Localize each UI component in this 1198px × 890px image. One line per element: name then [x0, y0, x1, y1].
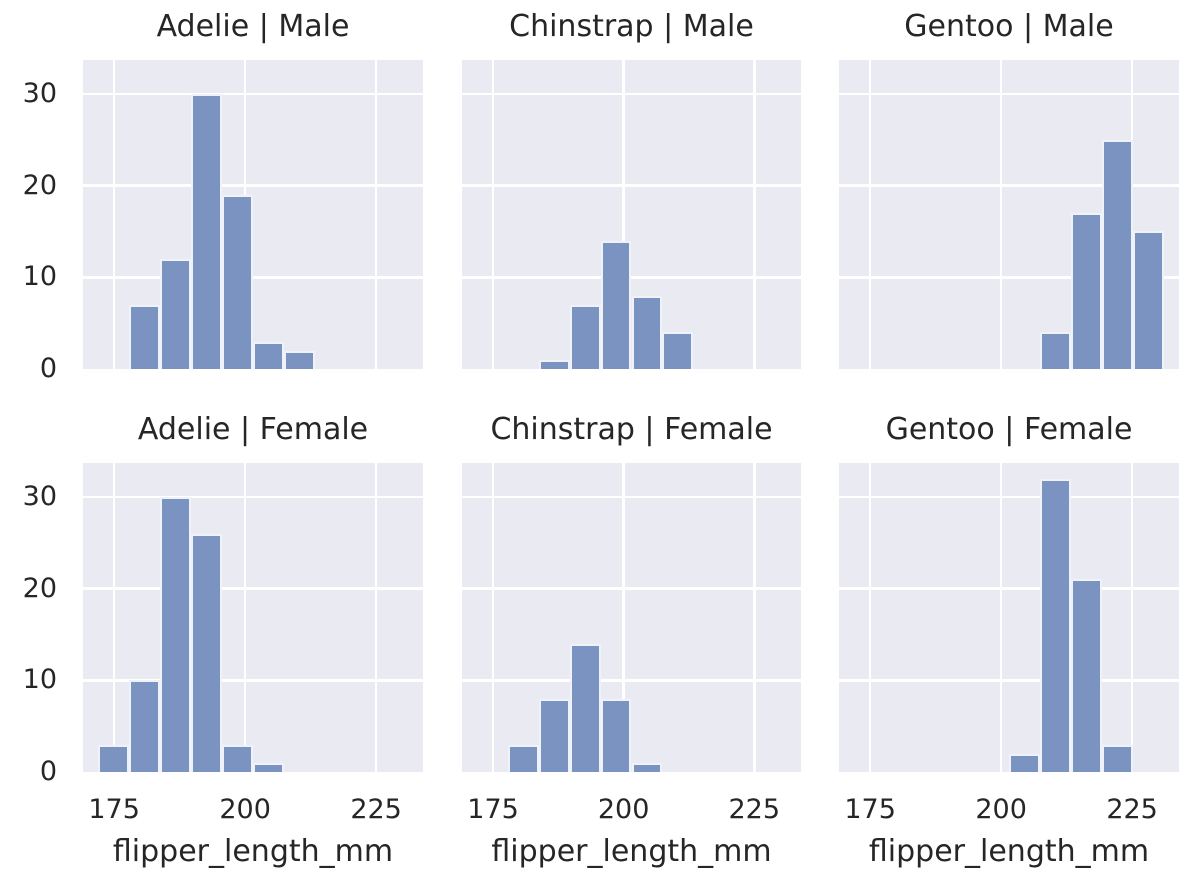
x-gridline	[491, 463, 495, 772]
x-gridline	[999, 463, 1003, 772]
histogram-bar	[283, 350, 315, 369]
histogram-bar	[1132, 231, 1164, 369]
x-gridline	[1130, 463, 1134, 772]
histogram-bar	[539, 359, 570, 369]
y-gridline	[83, 184, 423, 187]
y-tick-label: 30	[22, 77, 57, 109]
x-gridline	[868, 60, 872, 369]
x-tick-label: 225	[350, 794, 402, 825]
histogram-bar	[1039, 478, 1071, 772]
histogram-bar	[253, 762, 284, 772]
x-gridline	[112, 463, 116, 772]
x-axis-label: flipper_length_mm	[491, 834, 772, 869]
x-tick-label: 200	[219, 794, 271, 825]
y-tick-label: 20	[22, 572, 57, 604]
histogram-bar	[1101, 139, 1133, 369]
x-axis-label: flipper_length_mm	[868, 834, 1150, 869]
facet-plot-adelie-female	[83, 463, 423, 772]
histogram-bar	[662, 332, 694, 369]
x-tick-label: 175	[844, 794, 896, 825]
y-gridline	[462, 495, 801, 499]
x-axis-label: flipper_length_mm	[112, 834, 394, 869]
x-gridline	[753, 60, 756, 369]
facet-title: Adelie | Male	[156, 9, 350, 44]
y-gridline	[839, 679, 1179, 682]
histogram-bar	[129, 304, 161, 369]
y-gridline	[839, 92, 1179, 96]
histogram-bar	[222, 744, 253, 772]
facet-title: Adelie | Female	[137, 412, 369, 447]
y-gridline	[83, 679, 423, 682]
histogram-bar	[539, 698, 570, 772]
x-tick-label: 175	[467, 794, 519, 825]
y-tick-label: 10	[22, 664, 57, 696]
x-tick-label: 225	[728, 794, 781, 825]
histogram-bar	[1070, 579, 1102, 772]
facet-plot-chinstrap-male	[462, 60, 801, 369]
x-tick-label: 200	[597, 794, 650, 825]
y-gridline	[462, 276, 801, 279]
y-tick-label: 20	[22, 169, 57, 201]
y-tick-label: 30	[22, 480, 57, 512]
y-gridline	[83, 587, 423, 590]
histogram-bar	[569, 643, 601, 772]
facet-title: Chinstrap | Female	[490, 412, 773, 447]
y-tick-label: 0	[39, 353, 57, 384]
y-gridline	[83, 495, 423, 499]
y-gridline	[462, 587, 801, 590]
y-tick-label: 10	[22, 261, 57, 293]
x-gridline	[491, 60, 495, 369]
x-gridline	[243, 463, 247, 772]
facet-title: Chinstrap | Male	[509, 9, 754, 44]
histogram-bar	[129, 680, 161, 772]
x-gridline	[753, 463, 756, 772]
x-gridline	[374, 463, 378, 772]
x-gridline	[868, 463, 872, 772]
y-gridline	[462, 679, 801, 682]
histogram-bar	[600, 698, 632, 772]
histogram-bar	[191, 93, 223, 369]
facet-plot-adelie-male	[83, 60, 423, 369]
x-gridline	[112, 60, 116, 369]
y-gridline	[462, 184, 801, 187]
y-gridline	[839, 276, 1179, 279]
x-gridline	[622, 60, 625, 369]
x-tick-label: 175	[88, 794, 140, 825]
facet-plot-gentoo-female	[839, 463, 1179, 772]
histogram-bar	[600, 240, 632, 369]
y-gridline	[839, 587, 1179, 590]
facet-plot-chinstrap-female	[462, 463, 801, 772]
histogram-bar	[1101, 744, 1133, 772]
histogram-bar	[631, 295, 663, 369]
x-gridline	[374, 60, 378, 369]
histogram-bar	[253, 341, 284, 369]
histogram-bar	[569, 304, 601, 369]
histogram-bar	[1009, 753, 1040, 772]
y-gridline	[83, 92, 423, 96]
x-tick-label: 225	[1106, 794, 1158, 825]
x-tick-label: 200	[975, 794, 1027, 825]
histogram-bar	[1070, 213, 1102, 369]
histogram-bar	[631, 762, 663, 772]
histogram-bar	[191, 533, 223, 772]
histogram-bar	[98, 744, 130, 772]
x-gridline	[999, 60, 1003, 369]
x-gridline	[622, 463, 625, 772]
y-gridline	[462, 92, 801, 96]
histogram-bar	[508, 744, 540, 772]
facet-title: Gentoo | Male	[904, 9, 1114, 44]
histogram-bar	[160, 258, 192, 369]
y-tick-label: 0	[39, 756, 57, 787]
histogram-bar	[1039, 332, 1071, 369]
facet-plot-gentoo-male	[839, 60, 1179, 369]
y-gridline	[83, 276, 423, 279]
histogram-bar	[222, 194, 253, 369]
facet-title: Gentoo | Female	[885, 412, 1133, 447]
y-gridline	[839, 184, 1179, 187]
histogram-bar	[160, 496, 192, 772]
y-gridline	[839, 495, 1179, 499]
